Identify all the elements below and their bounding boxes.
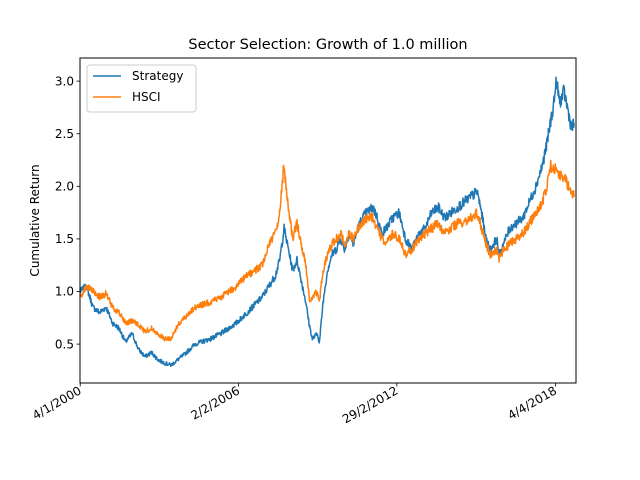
series-line-hsci <box>79 159 575 342</box>
x-tick-label: 29/2/2012 <box>340 383 400 426</box>
y-tick-label: 2.5 <box>55 127 74 141</box>
series-line-strategy <box>79 76 575 368</box>
y-tick-label: 2.0 <box>55 180 74 194</box>
x-tick-label: 2/2/2006 <box>188 383 242 422</box>
legend-label-hsci: HSCI <box>132 90 161 104</box>
y-tick-label: 1.5 <box>55 232 74 246</box>
x-tick-label: 4/4/2018 <box>505 383 559 422</box>
series-layer <box>79 76 575 368</box>
y-tick-label: 1.0 <box>55 285 74 299</box>
legend-label-strategy: Strategy <box>132 69 183 83</box>
y-axis-label: Cumulative Return <box>28 164 42 276</box>
ticks-layer: 0.5 1.0 1.5 2.0 2.5 3.0 4/1/2000 2/2/2006 29/2/2… <box>30 74 559 426</box>
legend: Strategy HSCI <box>86 64 197 113</box>
plot-frame <box>79 57 577 384</box>
y-tick-label: 0.5 <box>55 337 74 351</box>
x-tick-label: 4/1/2000 <box>30 383 84 422</box>
chart-title: Sector Selection: Growth of 1.0 million <box>188 37 467 53</box>
y-tick-label: 3.0 <box>55 74 74 88</box>
